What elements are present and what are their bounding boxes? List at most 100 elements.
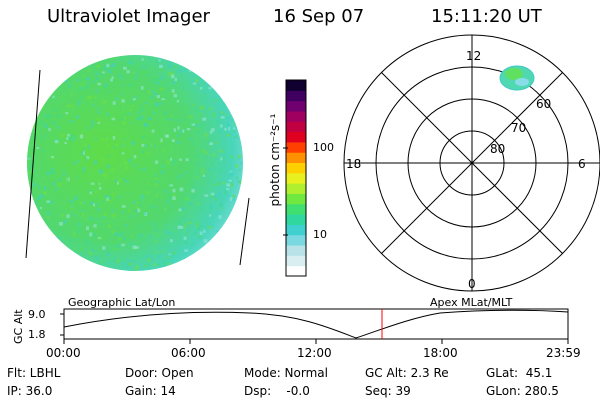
image-pixel (142, 167, 145, 171)
image-pixel (121, 177, 125, 181)
image-pixel (208, 168, 211, 172)
image-pixel (63, 220, 66, 224)
image-pixel (236, 200, 240, 205)
status-gain: Gain: 14 (125, 384, 176, 398)
image-pixel (204, 138, 208, 142)
image-pixel (236, 88, 241, 91)
image-pixel (198, 61, 201, 65)
image-pixel (188, 68, 192, 72)
image-pixel (47, 211, 51, 216)
image-pixel (168, 60, 172, 64)
image-pixel (191, 79, 195, 83)
image-pixel (82, 263, 86, 268)
image-pixel (236, 121, 240, 126)
image-pixel (237, 115, 241, 119)
image-pixel (217, 196, 221, 200)
image-pixel (237, 223, 242, 228)
timeline-plot (60, 308, 569, 344)
image-pixel (118, 58, 122, 62)
image-pixel (195, 180, 198, 183)
image-pixel (173, 94, 178, 98)
image-pixel (42, 148, 45, 153)
image-pixel (86, 86, 90, 90)
image-pixel (178, 261, 182, 265)
image-pixel (209, 107, 213, 110)
image-pixel (234, 90, 239, 93)
image-pixel (107, 164, 110, 169)
image-pixel (128, 60, 133, 65)
image-pixel (134, 77, 138, 81)
image-pixel (99, 119, 102, 123)
image-pixel (154, 222, 158, 226)
image-pixel (87, 145, 91, 149)
image-pixel (216, 124, 219, 127)
image-pixel (158, 59, 161, 62)
image-pixel (40, 194, 44, 198)
image-pixel (229, 225, 233, 229)
image-pixel (109, 65, 114, 68)
image-pixel (163, 260, 168, 265)
image-pixel (67, 263, 70, 268)
image-pixel (93, 266, 98, 270)
image-pixel (46, 200, 51, 203)
image-pixel (179, 201, 183, 204)
image-pixel (98, 222, 101, 226)
image-pixel (102, 267, 106, 271)
image-pixel (167, 256, 170, 260)
image-pixel (226, 134, 231, 137)
image-pixel (156, 60, 159, 64)
image-pixel (118, 74, 122, 78)
image-pixel (161, 120, 165, 124)
colorbar-segment (286, 214, 306, 225)
image-pixel (103, 212, 108, 217)
image-pixel (216, 57, 220, 61)
image-pixel (90, 120, 95, 125)
image-pixel (187, 202, 190, 207)
image-pixel (36, 75, 39, 80)
image-pixel (106, 253, 111, 257)
image-pixel (226, 122, 229, 127)
image-pixel (181, 260, 186, 263)
image-pixel (83, 58, 87, 61)
image-pixel (150, 258, 153, 262)
image-pixel (107, 69, 112, 74)
image-pixel (136, 236, 141, 239)
image-pixel (100, 138, 105, 141)
image-pixel (168, 71, 172, 76)
polar-plot (343, 34, 600, 292)
image-pixel (68, 137, 72, 141)
image-pixel (162, 263, 166, 268)
image-pixel (220, 249, 224, 253)
image-pixel (173, 128, 176, 132)
image-pixel (51, 121, 56, 124)
image-pixel (233, 233, 237, 237)
image-pixel (69, 165, 74, 169)
image-pixel (37, 196, 42, 200)
image-pixel (229, 265, 232, 269)
image-pixel (189, 256, 193, 259)
image-pixel (224, 191, 228, 196)
image-pixel (27, 77, 32, 81)
colorbar-segment (286, 121, 306, 133)
image-pixel (176, 99, 180, 103)
image-pixel (229, 76, 233, 80)
image-pixel (177, 225, 181, 229)
image-pixel (112, 101, 116, 105)
image-pixel (234, 121, 239, 126)
image-pixel (204, 194, 209, 197)
image-pixel (171, 162, 175, 166)
image-pixel (53, 107, 56, 112)
image-pixel (210, 195, 214, 198)
image-pixel (184, 241, 188, 244)
image-pixel (65, 73, 69, 78)
image-pixel (27, 195, 31, 198)
image-pixel (77, 100, 82, 104)
image-pixel (59, 222, 63, 226)
image-pixel (67, 61, 72, 66)
image-pixel (111, 229, 114, 232)
image-pixel (78, 85, 82, 90)
lat-label-60: 60 (536, 97, 552, 111)
image-pixel (234, 85, 238, 89)
timeline-xtick-label-12: 12:00 (297, 346, 332, 360)
image-pixel (51, 156, 55, 160)
